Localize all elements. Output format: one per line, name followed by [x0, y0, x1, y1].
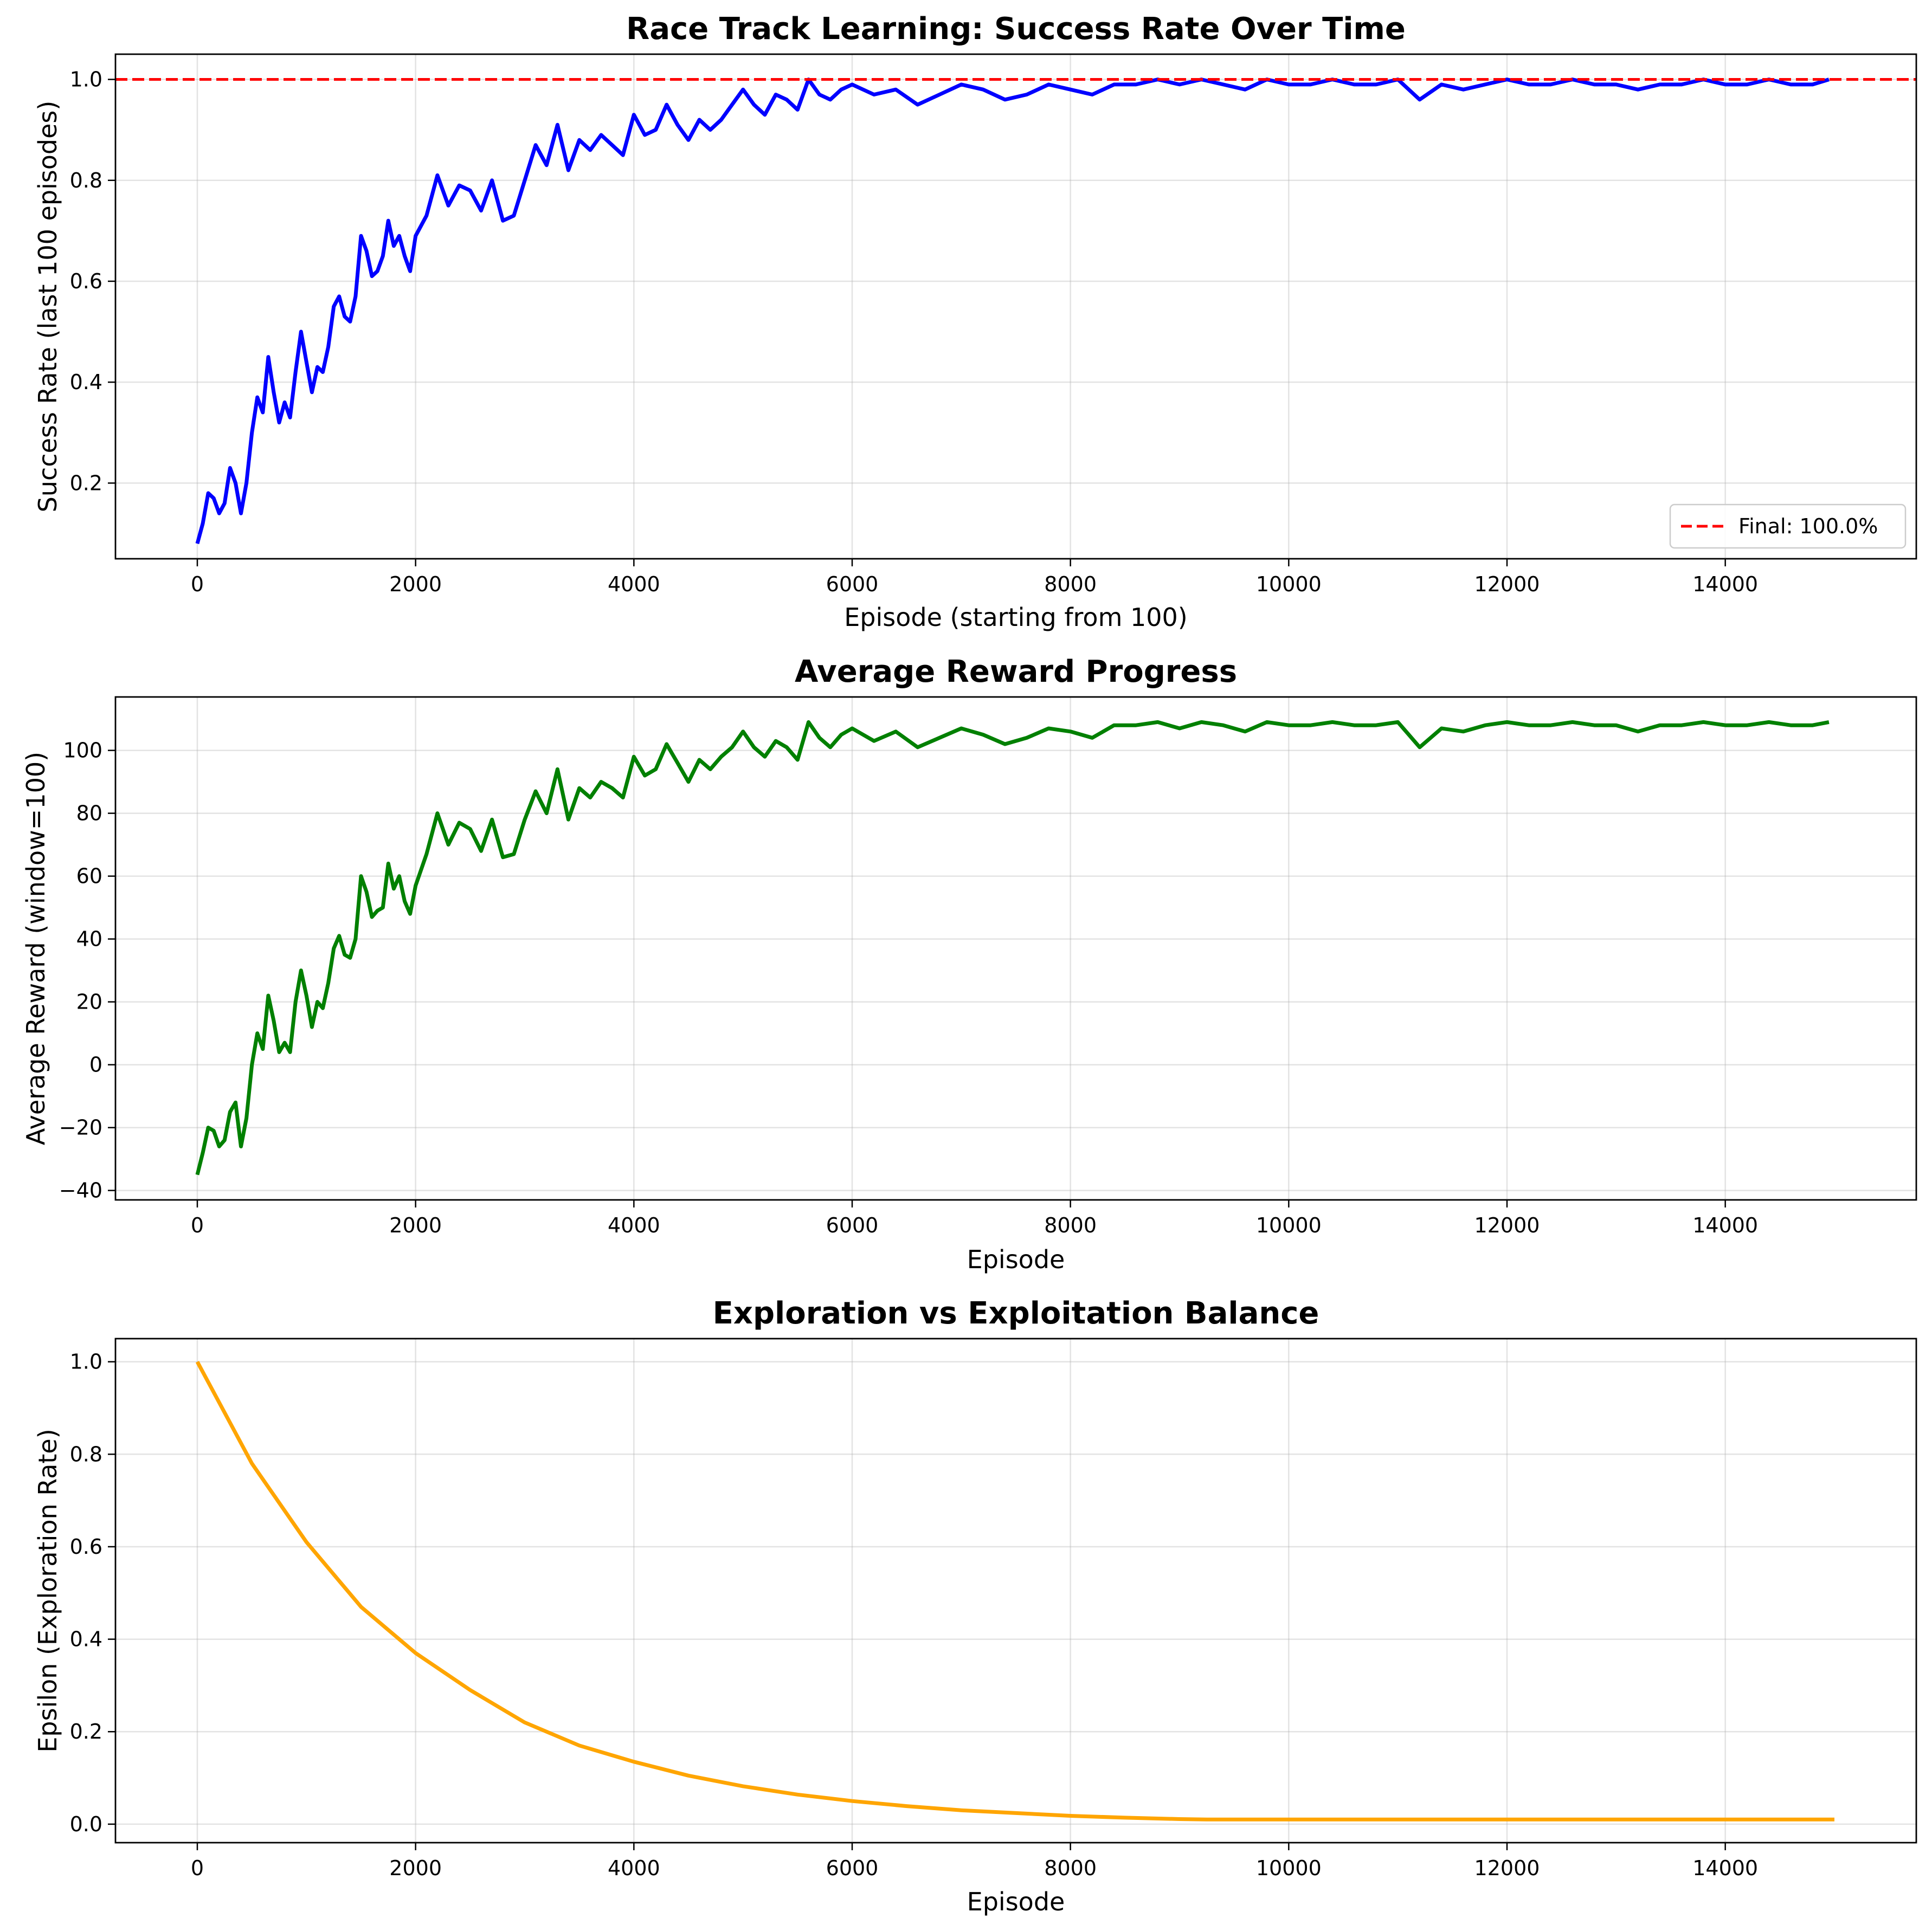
- epsilon-xtick-label-6: 12000: [1474, 1856, 1540, 1880]
- average-reward-xtick-label-1: 2000: [389, 1213, 442, 1237]
- average-reward-ytick-label-0: −40: [59, 1179, 102, 1203]
- success-rate-xtick-label-3: 6000: [826, 572, 879, 596]
- success-rate-xtick-label-6: 12000: [1474, 572, 1540, 596]
- average-reward-series-line-0: [195, 720, 1830, 1176]
- epsilon-xtick-label-2: 4000: [608, 1856, 660, 1880]
- epsilon-plot-area: [195, 1361, 1834, 1822]
- legend-entry-final: Final: 100.0%: [1738, 514, 1878, 538]
- success-rate-axes-frame: [114, 53, 1917, 560]
- average-reward-ytick-label-1: −20: [59, 1116, 102, 1140]
- epsilon-grid: [115, 1339, 1916, 1843]
- average-reward-xlabel: Episode: [967, 1245, 1065, 1274]
- success-rate-panel: Race Track Learning: Success Rate Over T…: [33, 11, 1917, 632]
- epsilon-xtick-label-7: 14000: [1692, 1856, 1758, 1880]
- average-reward-ytick-label-7: 100: [63, 739, 102, 763]
- average-reward-ytick-label-4: 40: [76, 927, 102, 951]
- success-rate-ticks: 0 2000 4000 6000 8000 10000 12000 14000 0.2 0.4 0.…: [70, 68, 1759, 596]
- average-reward-xtick-label-6: 12000: [1474, 1213, 1540, 1237]
- success-rate-ytick-label-2: 0.6: [70, 269, 102, 293]
- epsilon-xtick-label-0: 0: [191, 1856, 204, 1880]
- average-reward-ytick-label-2: 0: [89, 1053, 102, 1077]
- average-reward-ylabel: Average Reward (window=100): [21, 752, 50, 1145]
- epsilon-ytick-label-0: 0.0: [70, 1812, 102, 1836]
- average-reward-xtick-label-7: 14000: [1692, 1213, 1758, 1237]
- success-rate-xtick-label-5: 10000: [1256, 572, 1322, 596]
- epsilon-xlabel: Episode: [967, 1887, 1065, 1916]
- average-reward-panel: Average Reward Progress Episode Average …: [21, 654, 1917, 1274]
- epsilon-axes-frame: [114, 1338, 1917, 1844]
- average-reward-plot-area: [195, 720, 1830, 1176]
- success-rate-xtick-label-2: 4000: [608, 572, 660, 596]
- success-rate-ylabel: Success Rate (last 100 episodes): [33, 101, 62, 513]
- epsilon-title: Exploration vs Exploitation Balance: [713, 1296, 1319, 1331]
- success-rate-ytick-label-4: 1.0: [70, 68, 102, 92]
- epsilon-series-line-0: [195, 1361, 1834, 1822]
- epsilon-ytick-label-3: 0.6: [70, 1535, 102, 1559]
- average-reward-xtick-label-0: 0: [191, 1213, 204, 1237]
- success-rate-xtick-label-4: 8000: [1044, 572, 1097, 596]
- epsilon-ytick-label-2: 0.4: [70, 1628, 102, 1651]
- epsilon-series-group: [195, 1361, 1834, 1822]
- average-reward-ytick-label-6: 80: [76, 802, 102, 825]
- legend-box: [1669, 503, 1907, 549]
- success-rate-ytick-label-1: 0.4: [70, 370, 102, 394]
- epsilon-ytick-label-5: 1.0: [70, 1350, 102, 1374]
- epsilon-xtick-label-4: 8000: [1044, 1856, 1097, 1880]
- success-rate-series-group: [115, 78, 1916, 545]
- average-reward-xtick-label-3: 6000: [826, 1213, 879, 1237]
- average-reward-title: Average Reward Progress: [795, 654, 1237, 689]
- epsilon-xtick-label-1: 2000: [389, 1856, 442, 1880]
- success-rate-xlabel: Episode (starting from 100): [844, 603, 1188, 632]
- average-reward-xtick-label-2: 4000: [608, 1213, 660, 1237]
- epsilon-panel: Exploration vs Exploitation Balance Epis…: [33, 1296, 1917, 1916]
- average-reward-ytick-label-3: 20: [76, 990, 102, 1014]
- success-rate-legend: Final: 100.0%: [1669, 503, 1907, 549]
- epsilon-ytick-label-1: 0.2: [70, 1720, 102, 1743]
- success-rate-ytick-label-3: 0.8: [70, 169, 102, 192]
- epsilon-ticks: 0 2000 4000 6000 8000 10000 12000 14000 0.0 0.2 0.…: [70, 1350, 1759, 1880]
- epsilon-ylabel: Epsilon (Exploration Rate): [33, 1429, 62, 1752]
- average-reward-axes-frame: [114, 696, 1917, 1201]
- average-reward-xtick-label-4: 8000: [1044, 1213, 1097, 1237]
- epsilon-xtick-label-3: 6000: [826, 1856, 879, 1880]
- average-reward-series-group: [195, 720, 1830, 1176]
- average-reward-ticks: 0 2000 4000 6000 8000 10000 12000 14000 −40 −20 0 2…: [59, 739, 1758, 1237]
- success-rate-ytick-label-0: 0.2: [70, 471, 102, 495]
- success-rate-xtick-label-0: 0: [191, 572, 204, 596]
- epsilon-xtick-label-5: 10000: [1256, 1856, 1322, 1880]
- average-reward-ytick-label-5: 60: [76, 864, 102, 888]
- epsilon-ytick-label-4: 0.8: [70, 1442, 102, 1466]
- success-rate-xtick-label-1: 2000: [389, 572, 442, 596]
- success-rate-xtick-label-7: 14000: [1692, 572, 1758, 596]
- average-reward-grid: [115, 697, 1916, 1200]
- success-rate-plot-area: [115, 78, 1916, 545]
- success-rate-title: Race Track Learning: Success Rate Over T…: [626, 11, 1406, 47]
- average-reward-xtick-label-5: 10000: [1256, 1213, 1322, 1237]
